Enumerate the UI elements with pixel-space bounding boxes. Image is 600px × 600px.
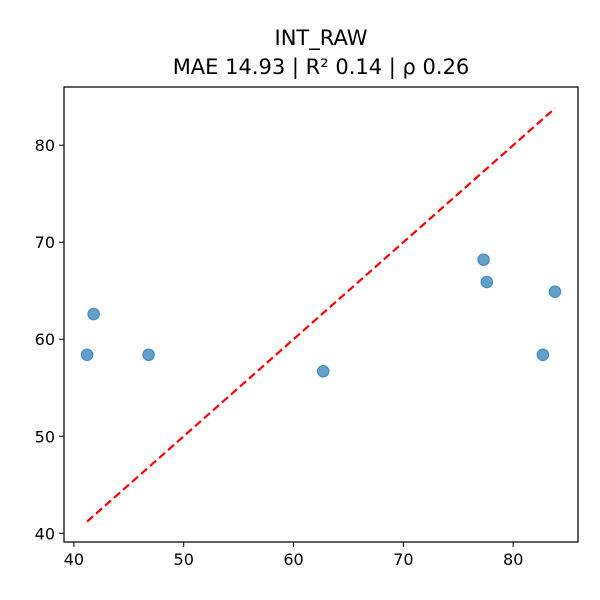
- y-tick-label: 60: [35, 330, 55, 349]
- data-point-4: [316, 364, 330, 378]
- plot-area: [80, 107, 562, 523]
- x-tick-label: 60: [283, 550, 303, 569]
- data-point-1: [80, 348, 94, 362]
- y-tick-label: 40: [35, 524, 55, 543]
- x-tick-label: 50: [174, 550, 194, 569]
- chart-subtitle: MAE 14.93 | R² 0.14 | ρ 0.26: [173, 55, 470, 80]
- y-tick-label: 80: [35, 136, 55, 155]
- data-point-3: [142, 348, 155, 362]
- axis-ticks: 40 50 60 70 80 40 50 60 70 80: [35, 136, 524, 569]
- data-point-2: [87, 307, 100, 321]
- x-tick-label: 80: [503, 550, 523, 569]
- x-tick-label: 70: [393, 550, 413, 569]
- data-point-7: [536, 348, 550, 362]
- y-tick-label: 50: [35, 427, 55, 446]
- y-tick-label: 70: [35, 233, 55, 252]
- reference-line: [86, 107, 556, 523]
- data-point-5: [477, 253, 490, 266]
- axes-frame: [63, 86, 579, 543]
- data-point-8: [548, 285, 562, 299]
- x-tick-label: 40: [64, 550, 84, 569]
- data-point-6: [480, 275, 494, 289]
- chart-title: INT_RAW: [275, 26, 368, 51]
